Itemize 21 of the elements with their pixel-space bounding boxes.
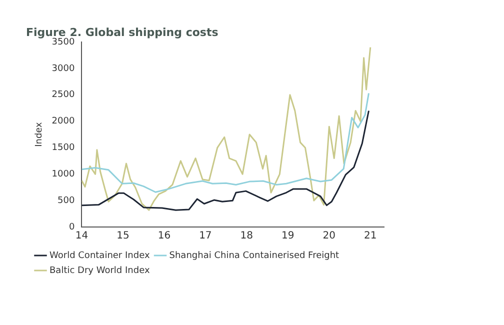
legend-label: Shanghai China Containerised Freight [169,250,340,261]
y-tick-label: 1000 [52,169,75,180]
y-axis-title: Index [34,121,45,147]
x-tick-label: 16 [158,230,171,242]
y-tick-label: 3500 [52,37,75,48]
x-tick-label: 14 [75,230,88,242]
y-tick-label: 3000 [52,64,75,74]
y-tick-label: 500 [58,196,75,206]
x-tick-label: 15 [116,230,130,242]
legend-label: Baltic Dry World Index [50,266,150,276]
x-tick-label: 19 [282,230,294,242]
x-tick-label: 20 [322,230,336,242]
y-tick-label: 0 [68,222,75,232]
x-tick-label: 18 [240,230,254,242]
chart-title: Figure 2. Global shipping costs [26,26,218,39]
legend-label: World Container Index [50,250,150,261]
x-tick-label: 21 [364,230,377,242]
y-tick-label: 1500 [52,143,75,154]
x-tick-label: 17 [199,230,212,242]
y-tick-label: 2000 [52,116,75,127]
y-tick-label: 2500 [52,90,75,100]
